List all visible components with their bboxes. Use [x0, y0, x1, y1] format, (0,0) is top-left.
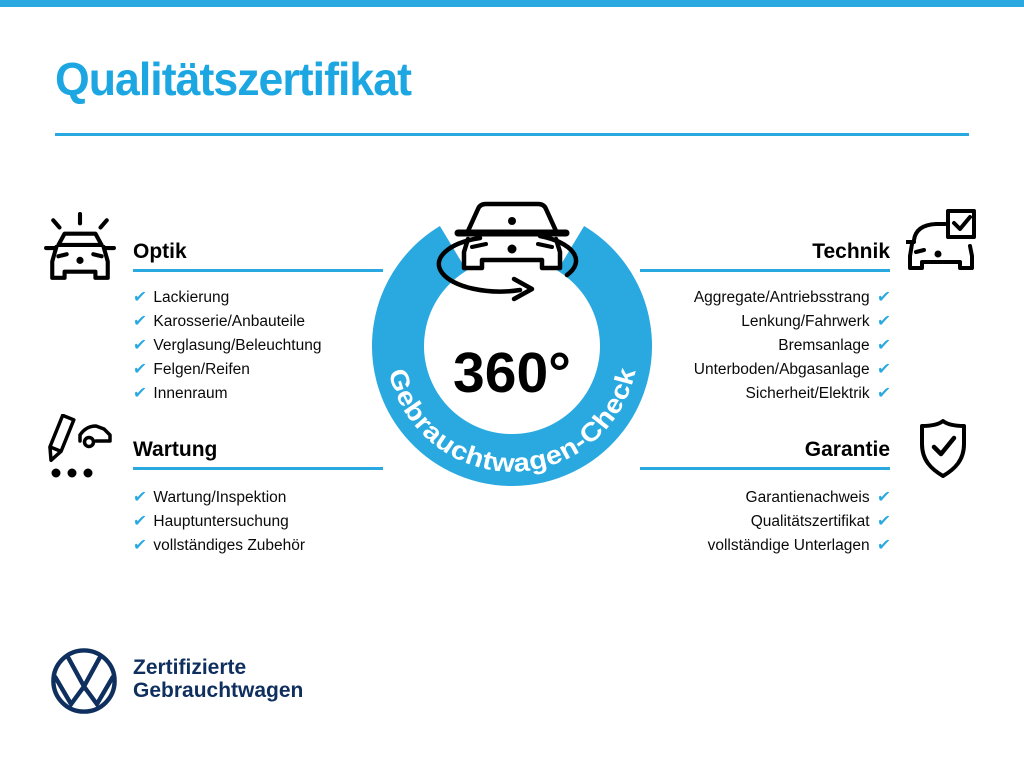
title-divider [55, 133, 969, 136]
wartung-item-row: ✔ vollständiges Zubehör [132, 534, 306, 558]
optik-car-shine-icon [44, 212, 116, 280]
technik-item-row: Lenkung/Fahrwerk ✔ [610, 310, 891, 334]
garantie-item-label: vollständige Unterlagen [707, 537, 870, 554]
optik-item-row: ✔ Verglasung/Beleuchtung [132, 334, 322, 358]
wartung-item-label: Hauptuntersuchung [153, 513, 289, 530]
check-icon: ✔ [875, 489, 891, 506]
check-icon: ✔ [875, 289, 891, 306]
optik-item-label: Karosserie/Anbauteile [153, 313, 306, 330]
optik-item-row: ✔ Lackierung [132, 286, 230, 310]
wartung-divider [133, 467, 383, 470]
vw-logo [51, 648, 117, 714]
brand-text: Zertifizierte Gebrauchtwagen [133, 656, 303, 702]
check-icon: ✔ [875, 513, 891, 530]
check-icon: ✔ [875, 385, 891, 402]
optik-divider [133, 269, 383, 272]
garantie-section-title: Garantie [804, 438, 890, 461]
technik-item-label: Aggregate/Antriebsstrang [693, 289, 870, 306]
technik-item-row: Aggregate/Antriebsstrang ✔ [610, 286, 891, 310]
technik-car-checkbox-icon [906, 209, 976, 270]
garantie-item-row: vollständige Unterlagen ✔ [610, 534, 891, 558]
technik-item-label: Sicherheit/Elektrik [745, 385, 870, 402]
top-accent-bar [0, 0, 1024, 7]
check-icon: ✔ [132, 537, 148, 554]
technik-section-title: Technik [812, 240, 890, 263]
wartung-checklist-icon [48, 414, 112, 478]
garantie-divider [640, 467, 890, 470]
optik-item-label: Verglasung/Beleuchtung [153, 337, 322, 354]
check-icon: ✔ [132, 313, 148, 330]
check-icon: ✔ [875, 313, 891, 330]
technik-item-label: Lenkung/Fahrwerk [741, 313, 870, 330]
check-icon: ✔ [132, 361, 148, 378]
wartung-item-row: ✔ Hauptuntersuchung [132, 510, 289, 534]
garantie-item-label: Garantienachweis [745, 489, 870, 506]
technik-item-label: Unterboden/Abgasanlage [693, 361, 870, 378]
optik-item-row: ✔ Innenraum [132, 382, 228, 406]
check-icon: ✔ [132, 385, 148, 402]
car-360-icon [436, 201, 579, 302]
garantie-shield-check-icon [920, 419, 966, 478]
optik-item-label: Innenraum [153, 385, 228, 402]
technik-item-label: Bremsanlage [778, 337, 870, 354]
wartung-item-label: vollständiges Zubehör [153, 537, 306, 554]
check-icon: ✔ [132, 489, 148, 506]
page-title: Qualitätszertifikat [55, 53, 412, 105]
optik-item-row: ✔ Felgen/Reifen [132, 358, 250, 382]
degree-label: 360° [453, 341, 571, 405]
wartung-section-title: Wartung [133, 438, 218, 461]
check-icon: ✔ [875, 337, 891, 354]
check-icon: ✔ [875, 537, 891, 554]
check-icon: ✔ [875, 361, 891, 378]
technik-item-row: Sicherheit/Elektrik ✔ [610, 382, 891, 406]
ring-arc [372, 226, 652, 486]
garantie-item-row: Qualitätszertifikat ✔ [610, 510, 891, 534]
garantie-item-row: Garantienachweis ✔ [610, 486, 891, 510]
optik-item-row: ✔ Karosserie/Anbauteile [132, 310, 306, 334]
optik-item-label: Lackierung [153, 289, 230, 306]
brand-line2: Gebrauchtwagen [133, 679, 304, 702]
check-icon: ✔ [132, 513, 148, 530]
wartung-item-label: Wartung/Inspektion [153, 489, 287, 506]
check-icon: ✔ [132, 289, 148, 306]
optik-item-label: Felgen/Reifen [153, 361, 250, 378]
technik-divider [640, 269, 890, 272]
wartung-item-row: ✔ Wartung/Inspektion [132, 486, 287, 510]
garantie-item-label: Qualitätszertifikat [750, 513, 870, 530]
check-icon: ✔ [132, 337, 148, 354]
technik-item-row: Unterboden/Abgasanlage ✔ [610, 358, 891, 382]
brand-line1: Zertifizierte [133, 656, 247, 679]
technik-item-row: Bremsanlage ✔ [610, 334, 891, 358]
optik-section-title: Optik [133, 240, 187, 263]
